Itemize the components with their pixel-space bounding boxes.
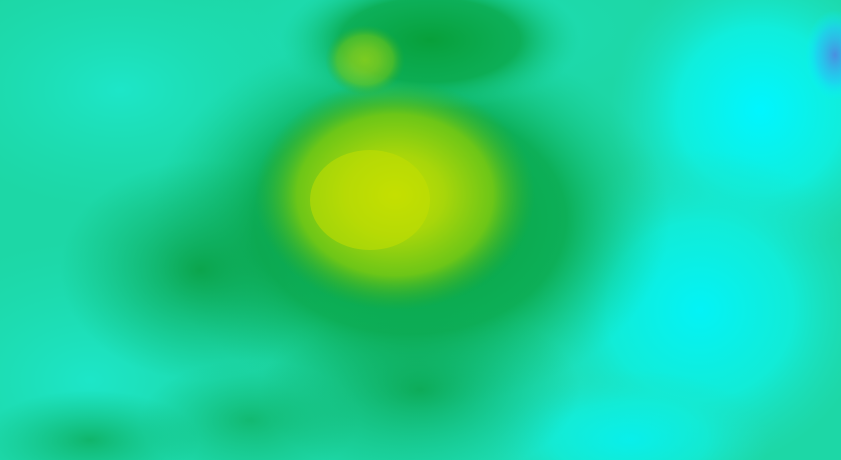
peak-region [255,25,535,310]
